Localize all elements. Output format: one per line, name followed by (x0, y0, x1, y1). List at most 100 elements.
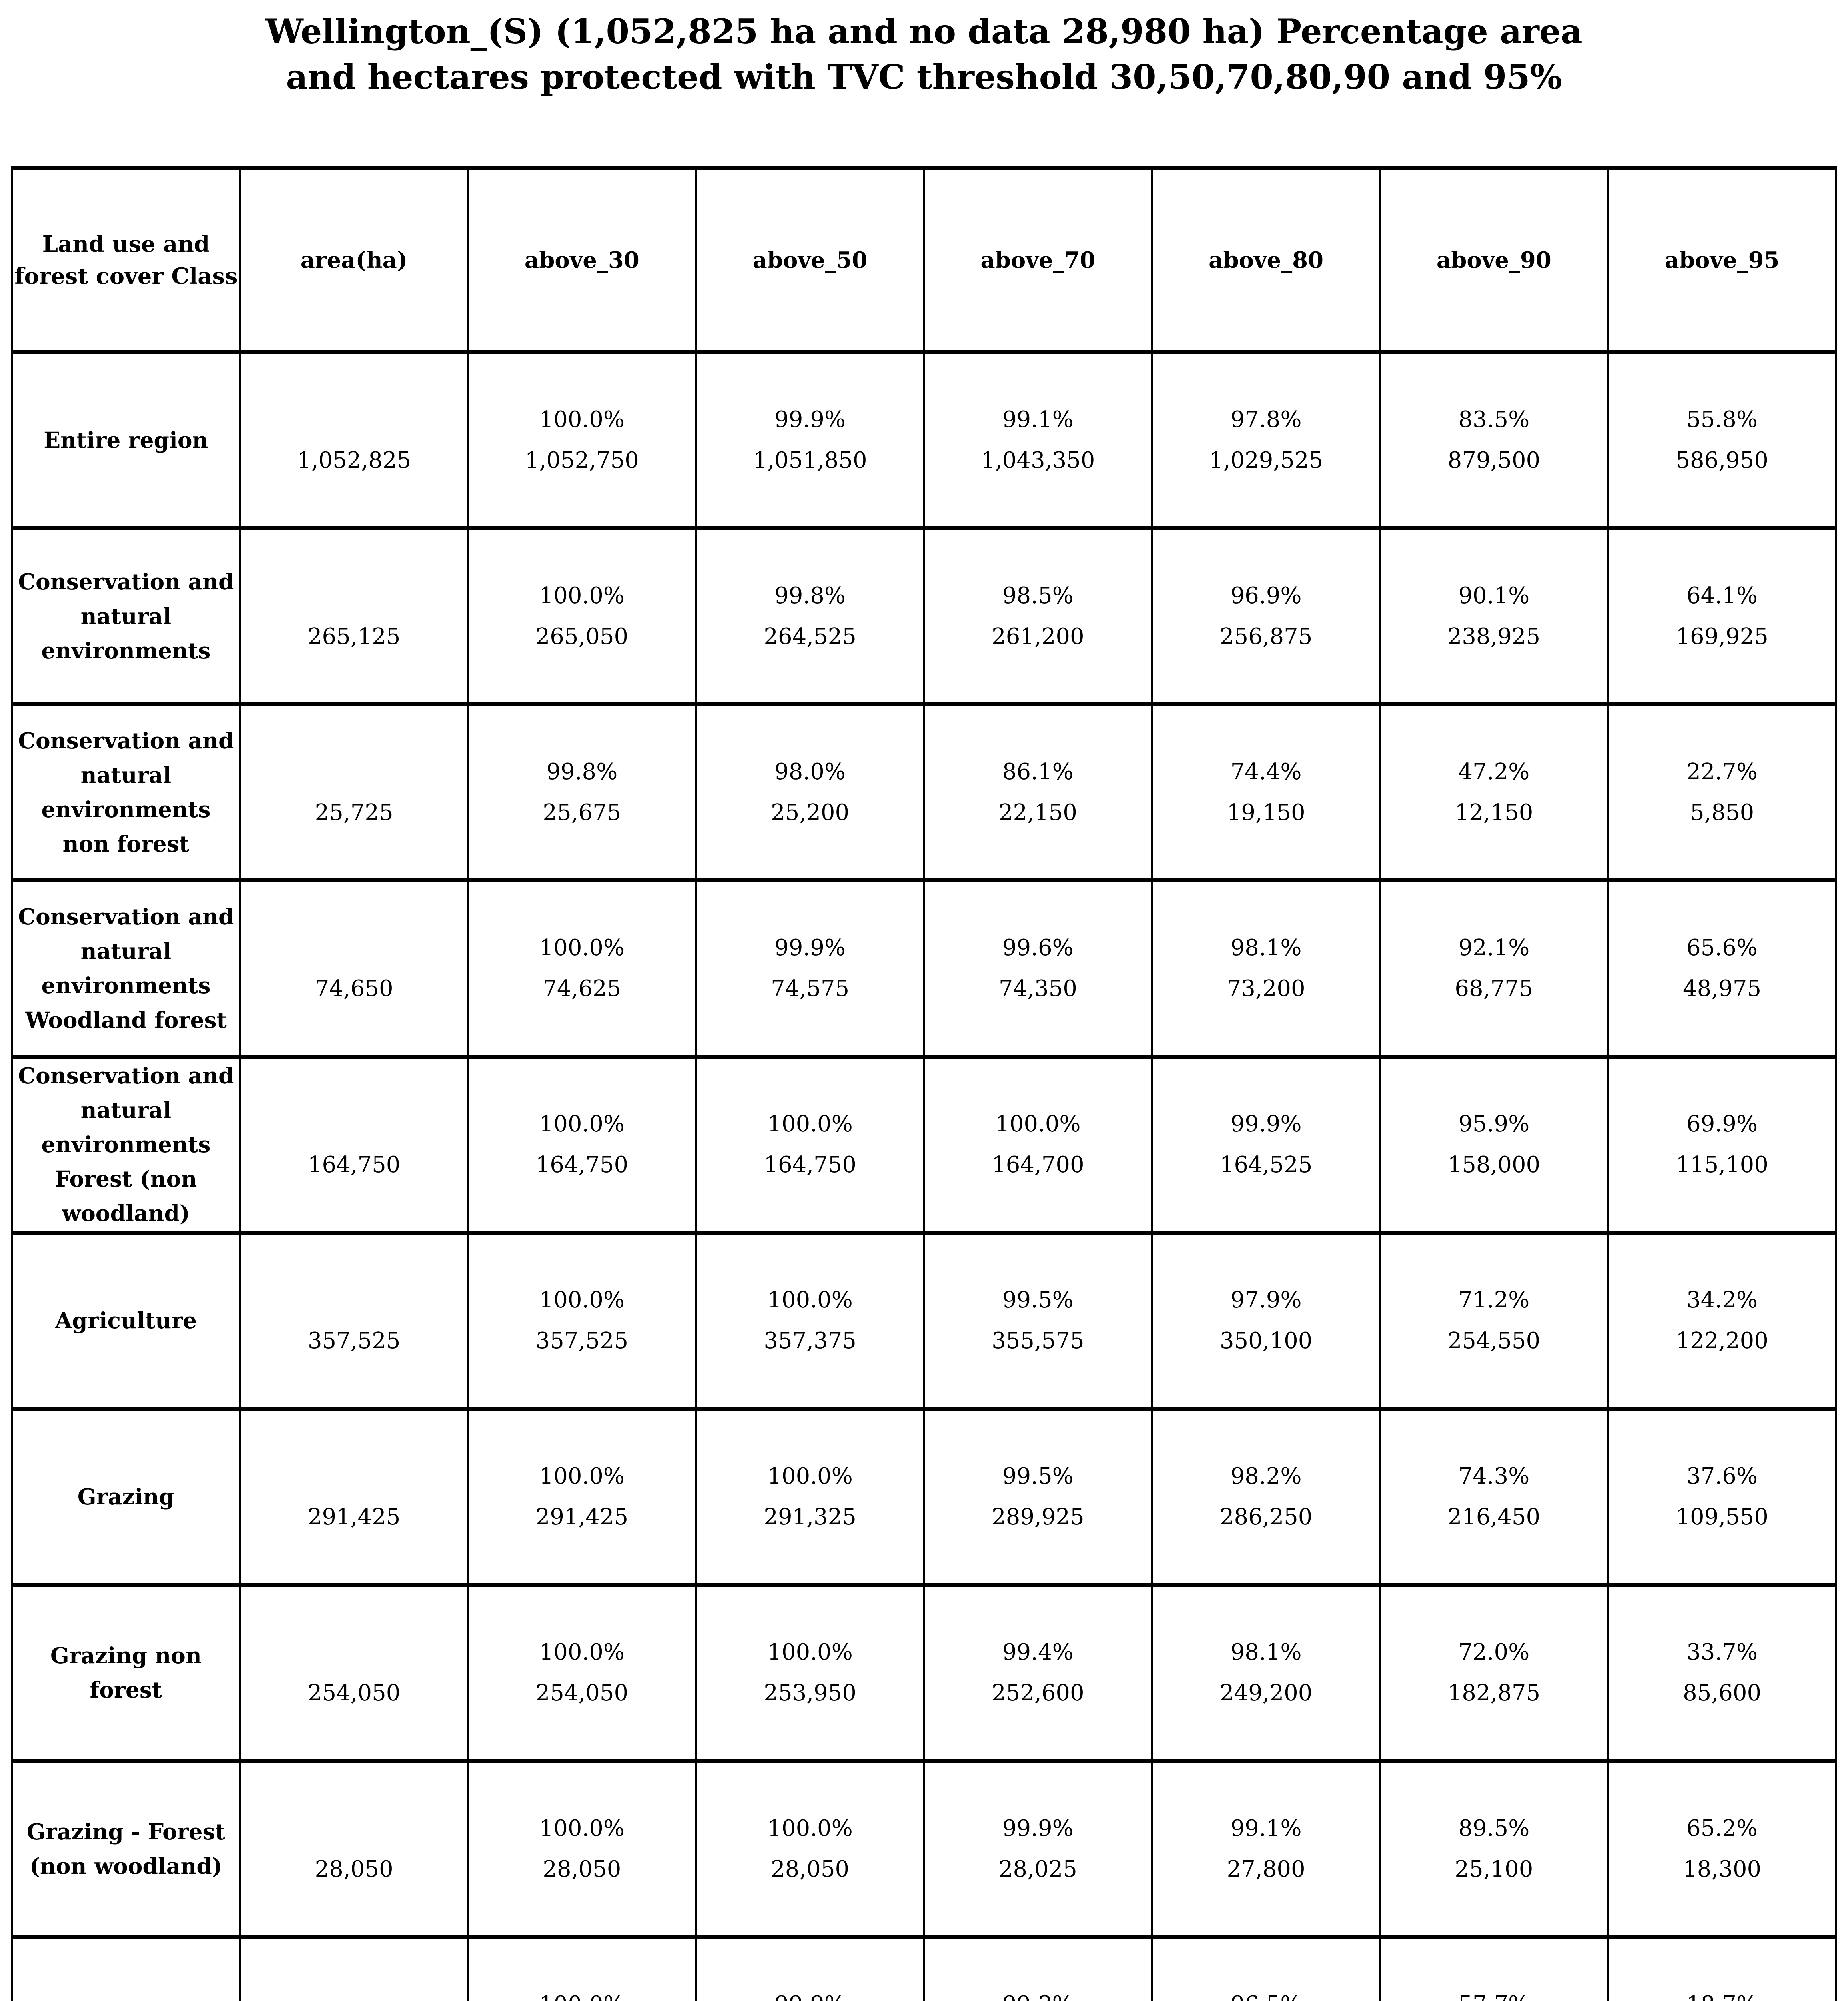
percent-value: 100.0% (539, 1287, 625, 1313)
value-cell: 96.9% 256,875 (1151, 526, 1381, 706)
percent-value: 99.9% (774, 407, 846, 433)
column-header-above70: above_70 (923, 166, 1153, 354)
column-header-class: Land use and forest cover Class (11, 166, 241, 354)
row-label: Agriculture (11, 1231, 241, 1411)
hectares-value: 85,600 (1683, 1680, 1762, 1706)
percent-value: 74.3% (1458, 1463, 1530, 1489)
area-cell: 25,725 (239, 702, 469, 882)
hectares-value: 28,025 (998, 1856, 1077, 1882)
hectares-value: 74,350 (998, 976, 1077, 1002)
percent-value: 83.5% (1458, 407, 1530, 433)
percent-value: 100.0% (471, 1984, 694, 2001)
hectares-value: 18,300 (1683, 1856, 1762, 1882)
percent-value: 71.2% (1458, 1287, 1530, 1313)
hectares-value: 182,875 (1447, 1680, 1541, 1706)
column-header-above80: above_80 (1151, 166, 1381, 354)
percent-value: 98.5% (1002, 583, 1074, 609)
page-title-line1: Wellington_(S) (1,052,825 ha and no data… (265, 12, 1583, 51)
value-cell: 47.2% 12,150 (1379, 702, 1609, 882)
hectares-value: 68,775 (1455, 976, 1533, 1002)
percent-value: 99.1% (1002, 407, 1074, 433)
percent-value: 34.2% (1686, 1287, 1758, 1313)
table-header-row: Land use and forest cover Class area(ha)… (11, 166, 1837, 354)
value-cell: 100.0% 357,525 (467, 1231, 697, 1411)
area-cell: 357,525 (239, 1231, 469, 1411)
value-cell: 72.0% 182,875 (1379, 1583, 1609, 1763)
value-cell: 98.1% 249,200 (1151, 1583, 1381, 1763)
percent-value: 99.5% (1002, 1463, 1074, 1489)
percent-value: 95.9% (1458, 1111, 1530, 1137)
hectares-value: 28,050 (771, 1856, 850, 1882)
row-label: Conservation and natural environments Wo… (11, 878, 241, 1059)
percent-value: 92.1% (1458, 935, 1530, 961)
area-cell: 265,125 (239, 526, 469, 706)
value-cell: 86.1% 22,150 (923, 702, 1153, 882)
table-body: Entire region 1,052,825 100.0% 1,052,750 99… (11, 350, 1837, 2001)
value-cell: 83.5% 879,500 (1379, 350, 1609, 530)
area-cell: 60,950 (239, 1935, 469, 2001)
hectares-value: 19,150 (1227, 800, 1305, 826)
percent-value: 100.0% (767, 1111, 853, 1137)
value-cell: 74.3% 216,450 (1379, 1407, 1609, 1587)
percent-value: 18.7% (1610, 1984, 1834, 2001)
value-cell: 100.0% 291,425 (467, 1407, 697, 1587)
value-cell: 100.0% 164,750 (695, 1055, 925, 1235)
value-cell: 99.8% 264,525 (695, 526, 925, 706)
percent-value: 69.9% (1686, 1111, 1758, 1137)
hectares-value: 265,050 (535, 624, 629, 650)
hectares-value: 169,925 (1676, 624, 1768, 650)
hectares-value: 249,200 (1219, 1680, 1313, 1706)
value-cell: 89.5% 25,100 (1379, 1759, 1609, 1939)
percent-value: 100.0% (767, 1463, 853, 1489)
percent-value: 89.5% (1458, 1815, 1530, 1841)
hectares-value: 291,325 (764, 1504, 856, 1530)
percent-value: 90.1% (1458, 583, 1530, 609)
percent-value: 97.8% (1230, 407, 1302, 433)
hectares-value: 158,000 (1447, 1152, 1541, 1178)
value-cell: 100.0% 253,950 (695, 1583, 925, 1763)
hectares-value: 122,200 (1676, 1328, 1768, 1354)
hectares-value: 73,200 (1227, 976, 1305, 1002)
value-cell: 71.2% 254,550 (1379, 1231, 1609, 1411)
value-cell: 99.3%60,550 (923, 1935, 1153, 2001)
value-cell: 33.7% 85,600 (1607, 1583, 1837, 1763)
hectares-value: 256,875 (1219, 624, 1313, 650)
area-cell: 291,425 (239, 1407, 469, 1587)
value-cell: 99.5% 355,575 (923, 1231, 1153, 1411)
percent-value: 86.1% (1002, 759, 1074, 785)
hectares-value: 254,550 (1447, 1328, 1541, 1354)
table-row: Conservation and natural environments Fo… (11, 1055, 1837, 1235)
percent-value: 37.6% (1686, 1463, 1758, 1489)
hectares-value: 350,100 (1219, 1328, 1313, 1354)
area-value: 357,525 (307, 1328, 401, 1354)
percent-value: 99.4% (1002, 1639, 1074, 1665)
value-cell: 55.8% 586,950 (1607, 350, 1837, 530)
hectares-value: 1,029,525 (1209, 447, 1323, 473)
value-cell: 99.9% 164,525 (1151, 1055, 1381, 1235)
percent-value: 96.9% (1230, 583, 1302, 609)
column-header-above90: above_90 (1379, 166, 1609, 354)
value-cell: 99.8% 25,675 (467, 702, 697, 882)
row-label: Irrigation (11, 1935, 241, 2001)
value-cell: 97.8% 1,029,525 (1151, 350, 1381, 530)
column-header-above50: above_50 (695, 166, 925, 354)
table-row: Conservation and natural environments Wo… (11, 878, 1837, 1059)
percent-value: 100.0% (539, 583, 625, 609)
value-cell: 99.1% 27,800 (1151, 1759, 1381, 1939)
value-cell: 98.5% 261,200 (923, 526, 1153, 706)
value-cell: 18.7%11,400 (1607, 1935, 1837, 2001)
value-cell: 99.6% 74,350 (923, 878, 1153, 1059)
hectares-value: 586,950 (1676, 447, 1768, 473)
value-cell: 96.5%58,825 (1151, 1935, 1381, 2001)
area-value: 254,050 (307, 1680, 401, 1706)
hectares-value: 286,250 (1219, 1504, 1313, 1530)
hectares-value: 25,200 (771, 800, 850, 826)
percent-value: 72.0% (1458, 1639, 1530, 1665)
percent-value: 100.0% (995, 1111, 1081, 1137)
percent-value: 98.2% (1230, 1463, 1302, 1489)
hectares-value: 1,052,750 (525, 447, 639, 473)
hectares-value: 291,425 (535, 1504, 629, 1530)
hectares-value: 115,100 (1676, 1152, 1768, 1178)
area-value: 28,050 (315, 1856, 393, 1882)
